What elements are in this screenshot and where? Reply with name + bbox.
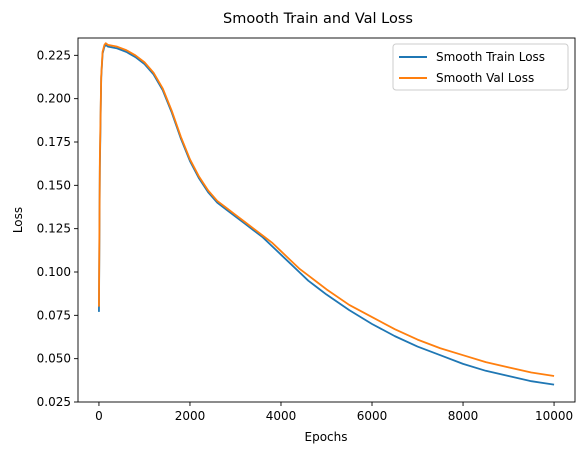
x-tick-label: 0: [95, 409, 103, 423]
train-loss-line: [98, 44, 555, 386]
y-tick-label: 0.125: [37, 222, 71, 236]
y-axis-ticks: 0.025 0.050 0.075 0.100 0.125 0.150 0.175 0.200…: [37, 48, 78, 409]
series-layer: [98, 42, 555, 386]
y-tick-label: 0.150: [37, 178, 71, 192]
val-loss-line: [98, 42, 555, 377]
y-tick-label: 0.225: [37, 48, 71, 62]
plot-frame: [78, 38, 575, 402]
y-tick-label: 0.200: [37, 92, 71, 106]
y-axis-label: Loss: [11, 207, 25, 233]
y-tick-label: 0.075: [37, 308, 71, 322]
y-tick-label: 0.175: [37, 135, 71, 149]
legend-box: [392, 43, 569, 91]
x-tick-label: 4000: [266, 409, 297, 423]
x-tick-label: 10000: [535, 409, 573, 423]
legend-label-val: Smooth Val Loss: [436, 71, 534, 85]
x-axis-label: Epochs: [305, 430, 348, 444]
x-axis-ticks: 0 2000 4000 6000 8000 10000: [95, 402, 573, 423]
chart-title: Smooth Train and Val Loss: [223, 11, 413, 27]
x-tick-label: 8000: [448, 409, 479, 423]
y-tick-label: 0.025: [37, 395, 71, 409]
x-tick-label: 6000: [357, 409, 388, 423]
legend: Smooth Train Loss Smooth Val Loss: [392, 43, 569, 91]
axes-border: [77, 37, 576, 403]
y-tick-label: 0.100: [37, 265, 71, 279]
x-tick-label: 2000: [175, 409, 206, 423]
y-tick-label: 0.050: [37, 352, 71, 366]
plot-area: [77, 37, 576, 403]
legend-label-train: Smooth Train Loss: [436, 50, 545, 64]
